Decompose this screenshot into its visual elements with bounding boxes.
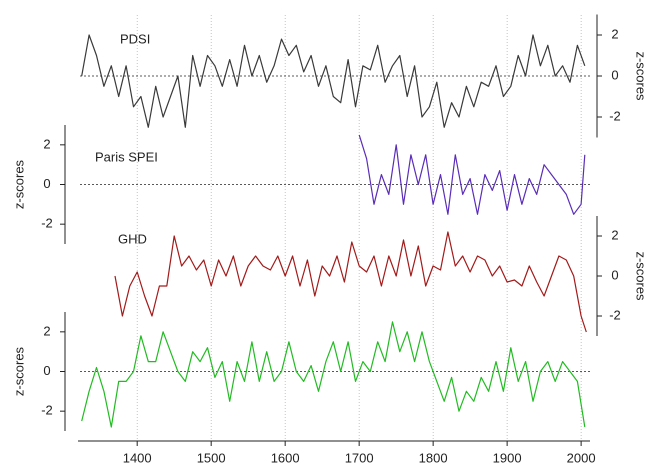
y-tick-label: 0 [611,67,618,82]
data-line [81,321,586,428]
y-tick-label: 2 [43,323,50,338]
y-axis-label: z-scores [634,251,649,301]
y-tick-label: -2 [609,307,621,322]
data-line [114,231,587,333]
y-tick-label: 2 [611,26,618,41]
x-tick-label: 1500 [197,450,226,465]
data-line [81,34,586,128]
x-tick-label: 1700 [345,450,374,465]
y-tick-label: -2 [609,108,621,123]
x-tick-label: 1600 [271,450,300,465]
x-tick-label: 2000 [567,450,596,465]
y-axis-label: z-scores [11,159,26,209]
y-axis-label: z-scores [634,51,649,101]
x-tick-label: 1900 [493,450,522,465]
y-tick-label: -2 [41,216,53,231]
series-title: GHD [118,231,147,246]
y-tick-label: 0 [43,176,50,191]
x-tick-label: 1400 [123,450,152,465]
y-tick-label: 0 [43,363,50,378]
y-tick-label: 2 [611,227,618,242]
y-tick-label: -2 [41,403,53,418]
y-axis-label: z-scores [11,346,26,396]
series-title: Paris SPEI [95,149,158,164]
series-title: PDSI [120,31,150,46]
data-line [358,134,586,215]
y-tick-label: 2 [43,136,50,151]
x-tick-label: 1800 [419,450,448,465]
y-tick-label: 0 [611,267,618,282]
